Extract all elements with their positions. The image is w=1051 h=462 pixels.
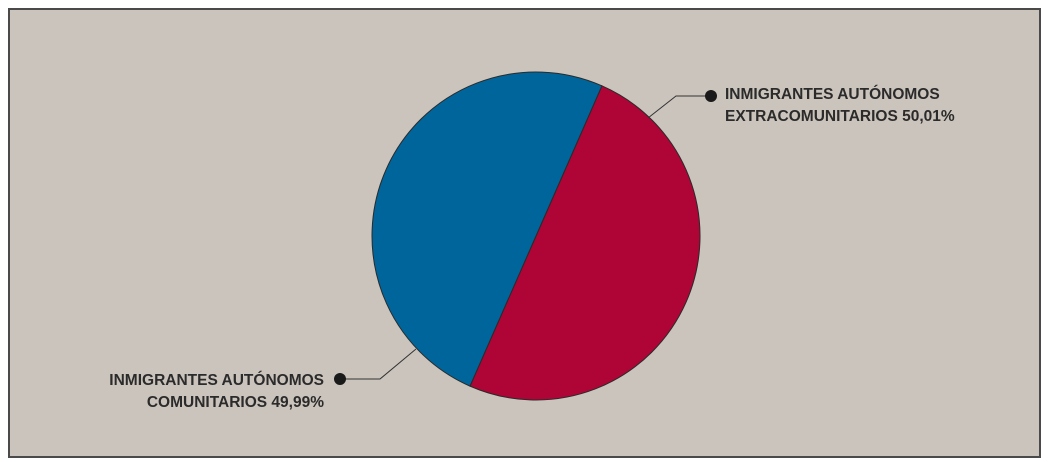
leader-line-comunitarios — [340, 348, 417, 380]
label-comunitarios: INMIGRANTES AUTÓNOMOS COMUNITARIOS 49,99… — [40, 370, 324, 414]
label-comunitarios-line-1: INMIGRANTES AUTÓNOMOS — [109, 372, 324, 389]
leader-line-extracomunitarios — [647, 95, 711, 119]
leader-dot-comunitarios — [334, 373, 346, 385]
pie-slice-comunitarios — [371, 71, 603, 387]
label-extracomunitarios-line-2: EXTRACOMUNITARIOS 50,01% — [725, 108, 955, 125]
label-comunitarios-line-2: COMUNITARIOS 49,99% — [146, 394, 324, 411]
label-extracomunitarios: INMIGRANTES AUTÓNOMOS EXTRACOMUNITARIOS … — [725, 84, 955, 128]
label-extracomunitarios-line-1: INMIGRANTES AUTÓNOMOS — [725, 86, 940, 103]
leader-dot-extracomunitarios — [705, 90, 717, 102]
pie-slice-extracomunitarios — [469, 85, 701, 401]
